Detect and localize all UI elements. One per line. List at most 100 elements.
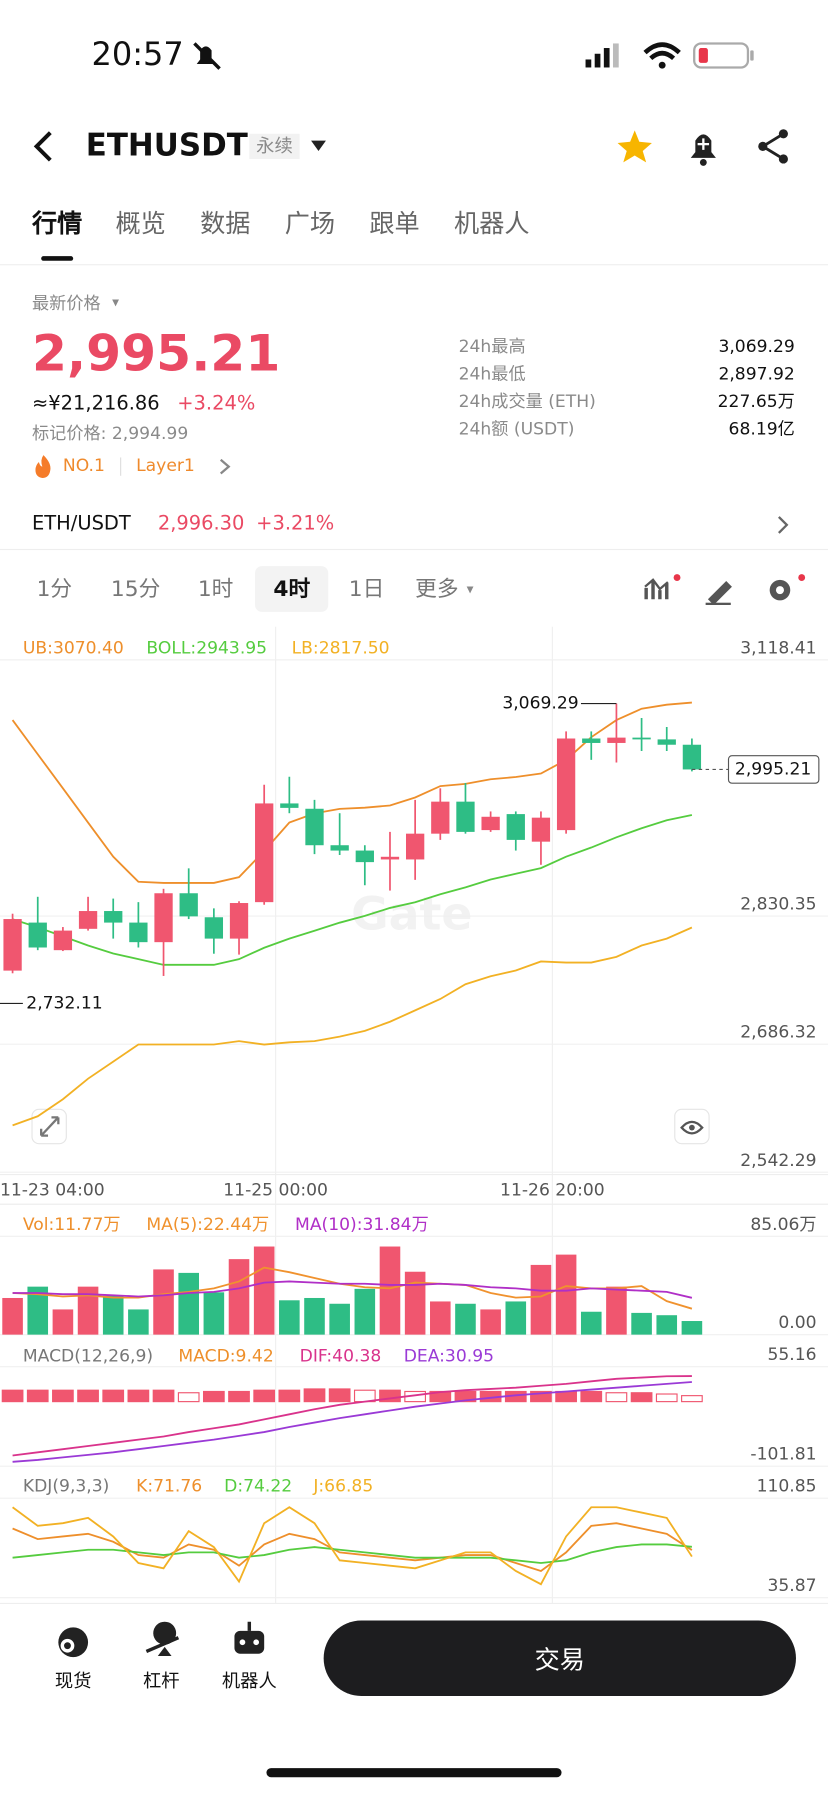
- macd-bar: [379, 1389, 401, 1403]
- nav-label[interactable]: 现货: [54, 1669, 92, 1692]
- indicator-line: [12, 1266, 693, 1310]
- macd-bar: [127, 1389, 150, 1403]
- indicator-label: BOLL:2943.95: [146, 638, 267, 658]
- visibility-button[interactable]: [674, 1108, 710, 1145]
- spot-pair[interactable]: ETH/USDT: [32, 512, 131, 536]
- interval-selected-bg: [255, 566, 329, 612]
- tab[interactable]: 行情: [32, 210, 83, 240]
- candle-body: [405, 833, 425, 860]
- macd-bar: [555, 1390, 577, 1403]
- tab[interactable]: 广场: [284, 210, 336, 240]
- tab[interactable]: 跟单: [369, 210, 420, 240]
- last-price-label: 2,995.21: [735, 759, 811, 779]
- chevron[interactable]: [775, 515, 791, 536]
- candle-body: [229, 903, 249, 939]
- indicator-label: KDJ(9,3,3): [23, 1477, 109, 1497]
- symbol-dropdown[interactable]: [311, 140, 326, 151]
- y-tick-label: 35.87: [767, 1576, 816, 1596]
- separator: [120, 457, 122, 476]
- candle-body: [506, 814, 525, 840]
- volume-bar: [379, 1246, 401, 1335]
- share-button[interactable]: [758, 129, 788, 164]
- nav-label[interactable]: 杠杆: [142, 1669, 180, 1692]
- indicator-label: MA(10):31.84万: [295, 1215, 429, 1235]
- price-label-caret[interactable]: ▾: [112, 293, 119, 310]
- margin-icon[interactable]: [145, 1621, 180, 1656]
- spot-icon[interactable]: [58, 1627, 89, 1658]
- candle-body: [431, 801, 450, 834]
- indicator-label: UB:3070.40: [23, 638, 124, 658]
- volume-bar: [329, 1303, 350, 1335]
- sector[interactable]: Layer1: [136, 455, 195, 476]
- interval[interactable]: 4时: [273, 576, 311, 602]
- indicator-button[interactable]: [644, 574, 681, 600]
- y-tick-label: 110.85: [757, 1477, 817, 1497]
- candle-body: [179, 893, 198, 917]
- candle-body: [330, 845, 349, 851]
- x-tick-label: 11-26 20:00: [500, 1181, 605, 1201]
- y-tick-label: 2,830.35: [740, 895, 816, 915]
- indicator-line: [11, 701, 692, 884]
- interval-caret: ▾: [466, 580, 474, 597]
- volume-bar: [253, 1246, 275, 1335]
- macd-bar: [580, 1390, 603, 1403]
- indicator-label: Vol:11.77万: [23, 1215, 121, 1235]
- candle-body: [556, 738, 576, 831]
- tab[interactable]: 机器人: [454, 210, 530, 240]
- price-change: +3.24%: [177, 392, 256, 416]
- interval[interactable]: 1日: [348, 576, 385, 602]
- volume-bar: [203, 1292, 225, 1335]
- y-tick-label: -101.81: [750, 1445, 816, 1465]
- stat-value: 2,897.92: [718, 363, 795, 385]
- macd-bar: [26, 1389, 49, 1403]
- tab[interactable]: 概览: [115, 210, 166, 240]
- volume-bar: [480, 1309, 501, 1335]
- status-icons: [193, 42, 754, 70]
- macd-bar: [177, 1392, 200, 1403]
- favorite-star[interactable]: [617, 130, 652, 163]
- candle-body: [280, 803, 299, 808]
- macd-bar: [77, 1389, 99, 1403]
- fire-icon: [35, 455, 51, 479]
- indicator-line: [12, 814, 693, 966]
- back-button[interactable]: [33, 131, 52, 162]
- candle-body: [305, 808, 324, 846]
- stat-label: 24h最高: [458, 336, 526, 357]
- interval[interactable]: 15分: [110, 576, 161, 602]
- indicator-label: J:66.85: [312, 1477, 373, 1497]
- interval[interactable]: 更多: [415, 576, 459, 602]
- spot-change: +3.21%: [256, 512, 335, 536]
- candle-body: [3, 919, 22, 971]
- alert-bell[interactable]: [690, 134, 716, 166]
- settings-button[interactable]: [769, 574, 806, 601]
- tab[interactable]: 数据: [200, 210, 251, 240]
- candle-body: [129, 922, 148, 943]
- volume-bar: [530, 1264, 552, 1335]
- nav-icons: [58, 1621, 265, 1658]
- candle-body: [355, 850, 374, 863]
- chevron: [219, 458, 231, 475]
- cny-price: ≈¥21,216.86: [32, 392, 160, 416]
- nav-label[interactable]: 机器人: [221, 1669, 277, 1692]
- chart-tools: [644, 574, 806, 605]
- candle-body: [582, 738, 601, 743]
- macd-bar: [102, 1389, 125, 1403]
- interval[interactable]: 1时: [197, 576, 234, 602]
- candle-body: [154, 893, 173, 943]
- volume-bar: [631, 1312, 652, 1335]
- volume-bar: [153, 1269, 174, 1335]
- draw-button[interactable]: [705, 580, 732, 605]
- trade-button[interactable]: 交易: [323, 1620, 796, 1697]
- macd-bar: [454, 1390, 477, 1403]
- macd-bar: [681, 1395, 703, 1403]
- interval[interactable]: 1分: [36, 576, 73, 602]
- volume-bar: [555, 1254, 577, 1335]
- volume-bar: [580, 1311, 602, 1335]
- bot-icon[interactable]: [234, 1621, 265, 1654]
- header-icons: [33, 129, 788, 166]
- candle-body: [380, 856, 400, 860]
- expand-button[interactable]: [31, 1108, 67, 1145]
- macd-bar: [630, 1392, 653, 1403]
- kline-panel: [3, 701, 702, 1127]
